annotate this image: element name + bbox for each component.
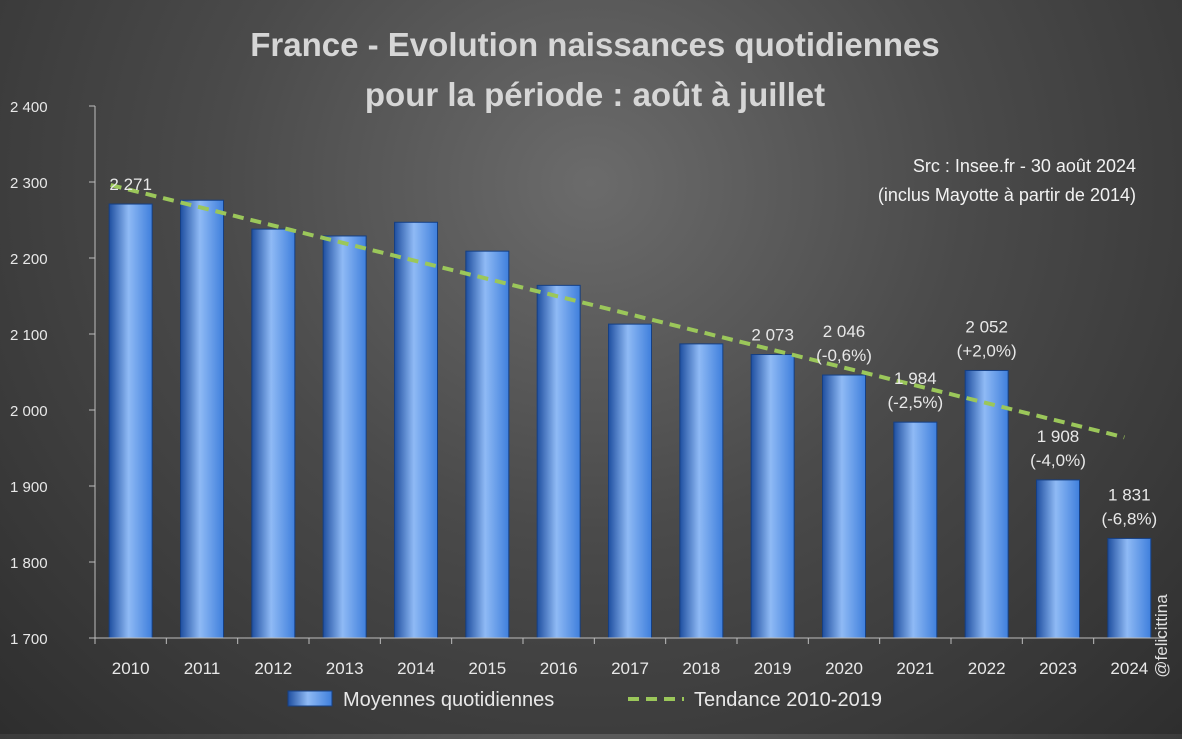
data-label-2022: 2 052 [965,317,1008,336]
x-tick-label: 2013 [326,659,364,678]
bar-2013 [322,235,367,639]
bar-2012 [251,228,296,639]
y-tick-label: 2 400 [10,99,48,116]
bar-2023 [1036,479,1080,639]
x-axis: 2010 2011 2012 2013 2014 2015 2016 2017 2018 2019… [94,637,1165,678]
legend-bar-label: Moyennes quotidiennes [343,689,554,711]
x-tick-label: 2011 [184,659,221,678]
bar-2016 [536,284,581,639]
y-tick-label: 1 700 [10,631,48,648]
title-line: France - Evolution naissances quotidienn… [250,26,940,63]
x-tick-label: 2015 [468,659,506,678]
data-label-2020: 2 046 [823,322,866,341]
x-tick-label: 2014 [397,659,435,678]
bars [108,199,1152,639]
x-tick-label: 2023 [1039,659,1077,678]
source-note: Src : Insee.fr - 30 août 2024 (inclus May… [878,156,1136,205]
source-line: Src : Insee.fr - 30 août 2024 [913,156,1136,176]
y-tick-label: 2 300 [10,175,48,192]
bar-2010 [108,203,153,639]
source-line: (inclus Mayotte à partir de 2014) [878,185,1136,205]
bar-2024 [1107,537,1152,639]
x-tick-label: 2024 [1110,659,1148,678]
y-tick-label: 2 200 [10,251,48,268]
trend-line-path [110,183,1125,440]
trend-line [110,183,1125,440]
bar-2019 [750,354,795,639]
data-label-2010: 2 271 [109,175,152,194]
bar-2015 [465,250,510,639]
bar-2017 [608,323,652,639]
x-tick-label: 2017 [611,659,649,678]
x-tick-label: 2012 [254,659,292,678]
data-label-2024: 1 831 [1108,485,1151,504]
bar-2022 [964,369,1009,639]
data-label-2023: 1 908 [1037,427,1080,446]
data-label-2021: (-2,5%) [887,393,943,412]
title-line: pour la période : août à juillet [365,76,825,113]
y-tick-label: 2 000 [10,403,48,420]
bar-2011 [180,199,224,639]
x-tick-label: 2021 [896,659,934,678]
data-labels: 2 271 2 073 2 046 (-0,6%) 1 984 (-2,5%) 2 052 (… [109,175,1157,528]
legend: Moyennes quotidiennes Tendance 2010-2019 [287,689,882,711]
chart-title: France - Evolution naissances quotidienn… [250,26,940,113]
bar-2014 [394,221,438,639]
watermark: @felicittina [1152,594,1171,678]
y-axis: 1 700 1 800 1 900 2 000 2 100 2 200 2 300 2 400 [10,99,96,648]
legend-trend-label: Tendance 2010-2019 [694,689,882,711]
x-tick-label: 2010 [112,659,150,678]
y-tick-label: 1 900 [10,479,48,496]
bar-2020 [822,374,866,639]
x-tick-label: 2019 [754,659,792,678]
x-tick-label: 2020 [825,659,863,678]
data-label-2022: (+2,0%) [957,341,1017,360]
x-tick-label: 2018 [682,659,720,678]
y-tick-label: 1 800 [10,555,48,572]
x-tick-label: 2022 [968,659,1006,678]
bar-2018 [679,343,724,639]
bar-2021 [893,421,938,639]
data-label-2023: (-4,0%) [1030,451,1086,470]
legend-bar-swatch [287,690,333,707]
watermark-text: @felicittina [1152,594,1171,678]
data-label-2024: (-6,8%) [1101,509,1157,528]
data-label-2021: 1 984 [894,369,937,388]
y-tick-label: 2 100 [10,327,48,344]
data-label-2020: (-0,6%) [816,346,872,365]
x-tick-label: 2016 [540,659,578,678]
data-label-2019: 2 073 [751,326,794,345]
